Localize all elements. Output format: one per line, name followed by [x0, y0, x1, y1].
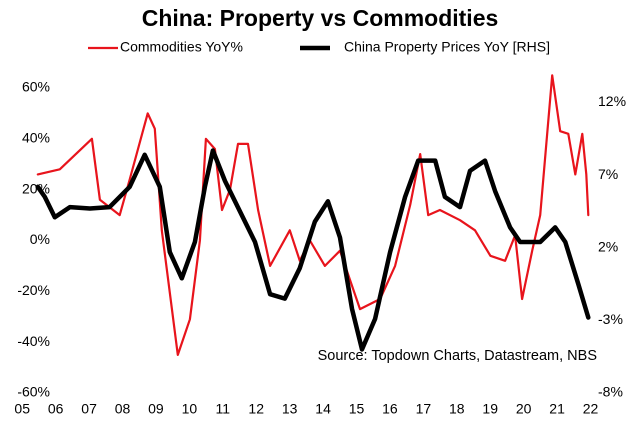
x-tick-label: 07 — [81, 401, 97, 417]
x-tick-label: 11 — [216, 401, 231, 417]
y2-tick-label: -3% — [598, 311, 623, 327]
y2-tick-label: -8% — [598, 384, 623, 400]
legend-label: Commodities YoY% — [120, 39, 243, 55]
y-tick-label: 20% — [22, 180, 50, 196]
x-tick-label: 21 — [549, 401, 565, 417]
chart-title: China: Property vs Commodities — [142, 5, 499, 31]
x-tick-label: 10 — [182, 401, 198, 417]
source-note: Source: Topdown Charts, Datastream, NBS — [318, 348, 597, 364]
y-tick-label: 40% — [22, 130, 50, 146]
x-tick-label: 12 — [248, 401, 264, 417]
x-tick-label: 15 — [349, 401, 365, 417]
x-tick-label: 08 — [115, 401, 131, 417]
y-tick-label: 0% — [30, 231, 50, 247]
x-tick-label: 17 — [416, 401, 432, 417]
x-tick-label: 18 — [449, 401, 465, 417]
y2-tick-label: 2% — [598, 238, 618, 254]
y-tick-label: 60% — [22, 79, 50, 95]
y2-tick-label: 7% — [598, 166, 618, 182]
y-tick-label: -40% — [17, 333, 50, 349]
x-tick-label: 09 — [148, 401, 164, 417]
x-tick-label: 13 — [282, 401, 298, 417]
legend-label: China Property Prices YoY [RHS] — [344, 39, 550, 55]
y-tick-label: -60% — [17, 384, 50, 400]
y2-tick-label: 12% — [598, 93, 626, 109]
x-tick-label: 20 — [516, 401, 532, 417]
x-tick-label: 14 — [315, 401, 331, 417]
line-series — [35, 148, 591, 352]
x-tick-label: 16 — [382, 401, 398, 417]
x-tick-label: 22 — [583, 401, 599, 417]
y-tick-label: -20% — [17, 282, 50, 298]
x-tick-label: 05 — [14, 401, 30, 417]
x-tick-label: 19 — [482, 401, 498, 417]
x-tick-label: 06 — [48, 401, 64, 417]
